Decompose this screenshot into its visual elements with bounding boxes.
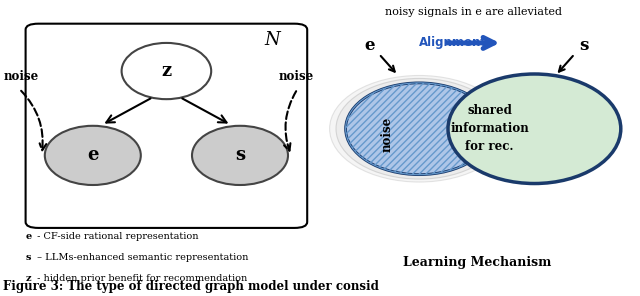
Text: Figure 3: The type of directed graph model under consid: Figure 3: The type of directed graph mod… [3, 280, 379, 293]
Text: e: e [26, 232, 32, 241]
Text: z: z [161, 62, 172, 80]
Text: e: e [87, 147, 99, 164]
Text: s: s [235, 147, 245, 164]
Ellipse shape [45, 126, 141, 185]
FancyBboxPatch shape [26, 24, 307, 228]
Ellipse shape [336, 78, 502, 179]
Ellipse shape [122, 43, 211, 99]
Ellipse shape [346, 83, 493, 175]
Text: s: s [579, 37, 588, 54]
Text: s: s [26, 253, 31, 262]
Text: Alignment: Alignment [419, 36, 487, 49]
Text: shared
information
for rec.: shared information for rec. [450, 104, 529, 153]
Text: e: e [365, 37, 375, 54]
Ellipse shape [330, 75, 509, 182]
Text: noisy signals in e are alleviated: noisy signals in e are alleviated [385, 7, 562, 17]
Text: noise: noise [3, 70, 38, 83]
Text: Learning Mechanism: Learning Mechanism [403, 256, 551, 269]
Text: noise: noise [381, 117, 394, 152]
Ellipse shape [192, 126, 288, 185]
Text: N: N [264, 31, 280, 49]
Text: - CF-side rational representation: - CF-side rational representation [34, 232, 198, 241]
Text: – LLMs-enhanced semantic representation: – LLMs-enhanced semantic representation [34, 253, 248, 262]
Text: z: z [26, 274, 31, 283]
Text: - hidden prior benefit for recommendation: - hidden prior benefit for recommendatio… [34, 274, 247, 283]
Ellipse shape [448, 74, 621, 184]
Text: noise: noise [278, 70, 314, 83]
